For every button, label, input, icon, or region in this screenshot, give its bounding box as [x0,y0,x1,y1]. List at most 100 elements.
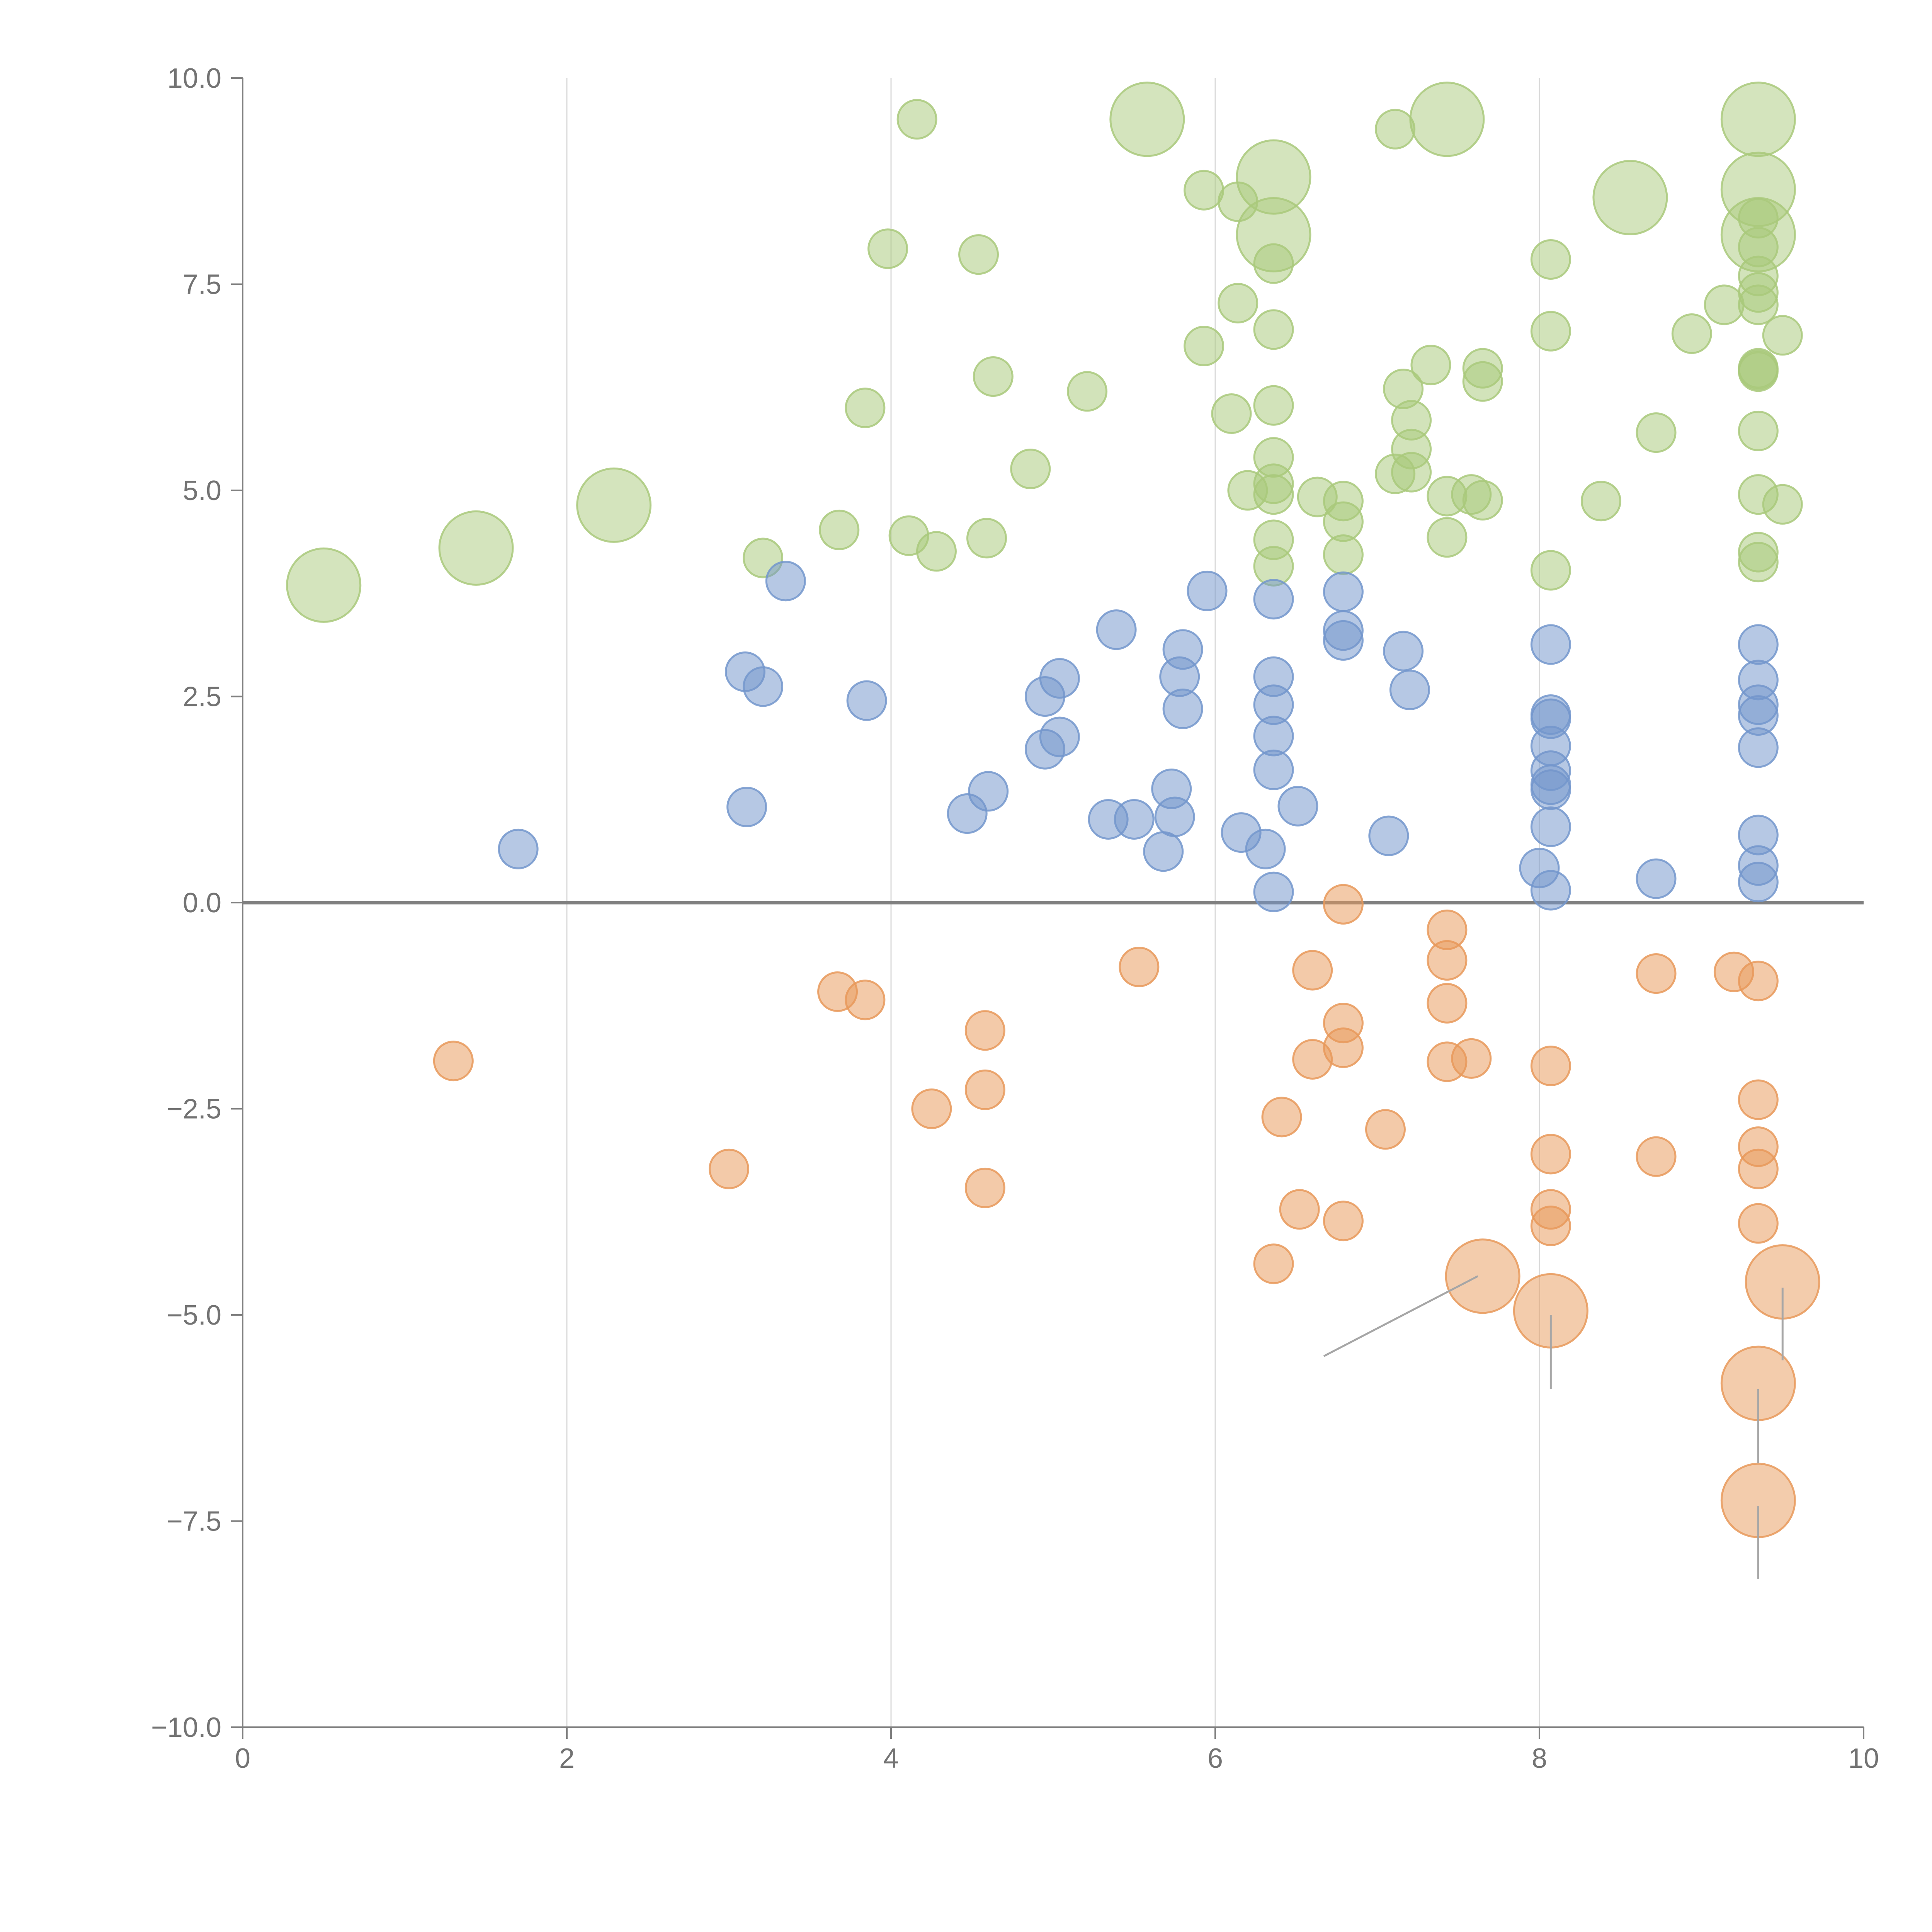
blue-point [498,828,539,869]
green-point [1253,385,1294,426]
green-point [576,467,652,543]
blue-point [1530,806,1571,847]
y-tick-label: −5.0 [167,1300,221,1331]
y-tick-label: 7.5 [183,269,221,300]
blue-point [1253,656,1294,697]
leader-lines [1323,1275,1784,1579]
green-point [1462,361,1503,402]
green-point [973,356,1014,397]
green-point [966,518,1007,559]
green-point [1375,109,1416,150]
blue-point [1530,694,1571,735]
blue-point [1323,571,1364,612]
green-point [1636,412,1677,453]
orange-point [964,1069,1005,1110]
x-tick-label: 4 [883,1743,899,1774]
green-point [1253,309,1294,350]
y-tick-label: 5.0 [183,475,221,506]
green-point [1738,351,1779,392]
blue-point [1636,858,1677,899]
orange-point [1738,961,1779,1002]
orange-point [1292,950,1333,991]
orange-point [1119,946,1160,987]
orange-point [1261,1097,1302,1138]
x-tick-label: 6 [1208,1743,1223,1774]
orange-point [1530,1134,1571,1175]
blue-point [1096,609,1137,650]
green-point [867,228,908,269]
green-point [1109,82,1185,157]
green-point [1580,481,1621,522]
orange-point [433,1041,474,1082]
orange-point [845,980,886,1020]
orange-point [1451,1038,1492,1079]
blue-point [1738,815,1779,855]
blue-point [1039,658,1080,699]
x-tick-label: 2 [559,1743,575,1774]
blue-point [765,561,806,602]
x-tick-label: 0 [235,1743,250,1774]
green-point [1253,243,1294,284]
blue-point [1323,620,1364,661]
green-point [1010,449,1051,490]
orange-point [964,1010,1005,1051]
green-point [1410,345,1451,386]
orange-point [1253,1243,1294,1284]
green-point [1067,371,1108,412]
blue-point [1530,870,1571,911]
green-point [1184,326,1225,367]
y-tick-label: −7.5 [167,1506,221,1537]
green-point [1530,311,1571,352]
orange-point [1738,1079,1779,1120]
green-point [819,509,860,550]
blue-point [1738,624,1779,665]
x-tick-label: 8 [1532,1743,1547,1774]
blue-point [968,771,1009,812]
orange-point [1323,884,1364,925]
green-point [1184,170,1225,211]
orange-point [1530,1206,1571,1247]
green-point [1738,284,1779,325]
green-point [438,510,514,586]
orange-point [1427,983,1468,1024]
green-point [1323,534,1364,575]
green-point [1218,181,1259,222]
green-point [1391,452,1432,493]
orange-point [1427,940,1468,981]
green-point [845,388,886,429]
blue-point [1738,660,1779,701]
blue-point [1253,871,1294,912]
blue-point [1245,828,1286,869]
y-tick-label: 10.0 [167,63,221,94]
y-tick-label: −2.5 [167,1094,221,1125]
orange-point [964,1167,1005,1208]
y-tick-label: 2.5 [183,682,221,713]
tick-labels: 0 2 4 6 8 10 10.0 7.5 5.0 2.5 0.0 −2.5 −5.0 −7.5 −10.0 [151,63,1879,1774]
green-point [1738,410,1779,451]
orange-point [1738,1203,1779,1244]
orange-point [1365,1109,1406,1150]
green-point [1530,239,1571,280]
data-points [286,82,1820,1538]
blue-point [743,666,784,707]
orange-point [1636,953,1677,994]
orange-point [709,1148,749,1189]
green-point [1530,550,1571,591]
blue-point [1277,786,1318,827]
orange-point [1323,1027,1364,1068]
green-point [916,531,957,572]
green-point [1762,484,1803,525]
blue-point [1143,831,1184,872]
orange-point [1323,1201,1364,1242]
green-point [958,234,999,275]
green-point [286,547,362,623]
blue-point [1039,716,1080,757]
blue-point [1187,570,1228,611]
blue-point [726,786,767,827]
orange-point [911,1088,952,1129]
blue-point [1368,815,1409,856]
y-tick-label: 0.0 [183,888,221,918]
blue-point [1253,579,1294,620]
green-point [896,99,937,140]
